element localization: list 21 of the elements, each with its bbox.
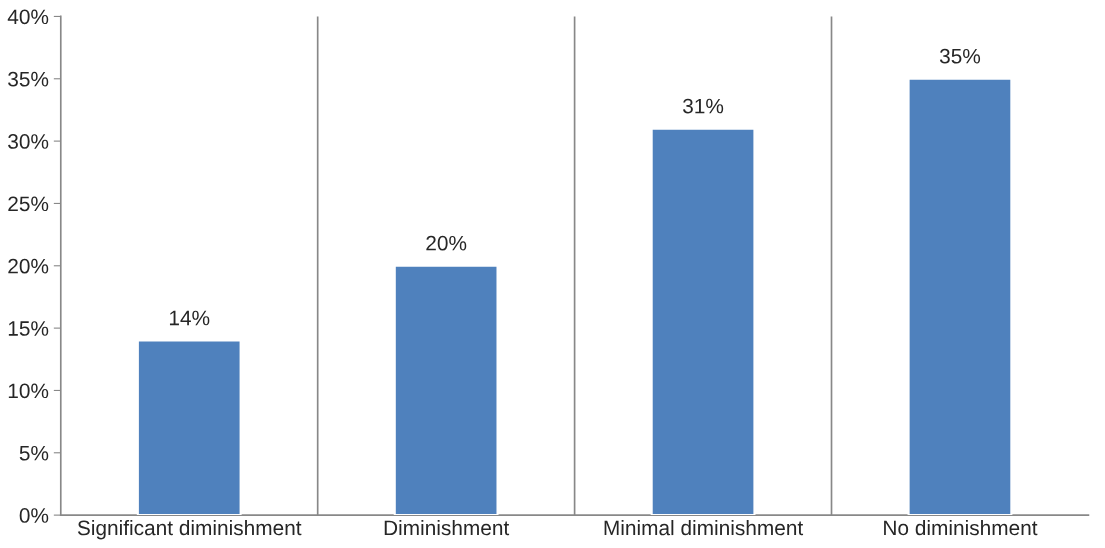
bar	[393, 264, 499, 516]
y-tick-label: 0%	[19, 508, 49, 523]
y-tick-label: 25%	[8, 196, 49, 212]
y-tick-label: 20%	[8, 258, 49, 274]
x-tick-label: Diminishment	[384, 519, 510, 536]
y-tick-label: 30%	[8, 134, 49, 149]
x-tick-label: No diminishment	[884, 519, 1038, 536]
y-tick-label: 35%	[8, 71, 49, 87]
bar	[907, 77, 1013, 516]
data-label: 31%	[683, 98, 724, 114]
data-label: 14%	[169, 310, 210, 326]
bar	[650, 127, 756, 516]
data-label: 20%	[426, 235, 467, 251]
data-label: 35%	[939, 48, 981, 64]
y-tick-label: 10%	[8, 383, 49, 399]
x-tick-label: Significant diminishment	[77, 519, 302, 540]
y-tick-label: 15%	[8, 321, 49, 336]
y-tick-label: 40%	[7, 9, 49, 25]
bar	[136, 339, 242, 516]
x-tick-label: Minimal diminishment	[604, 519, 804, 536]
y-tick-label: 5%	[19, 445, 49, 461]
